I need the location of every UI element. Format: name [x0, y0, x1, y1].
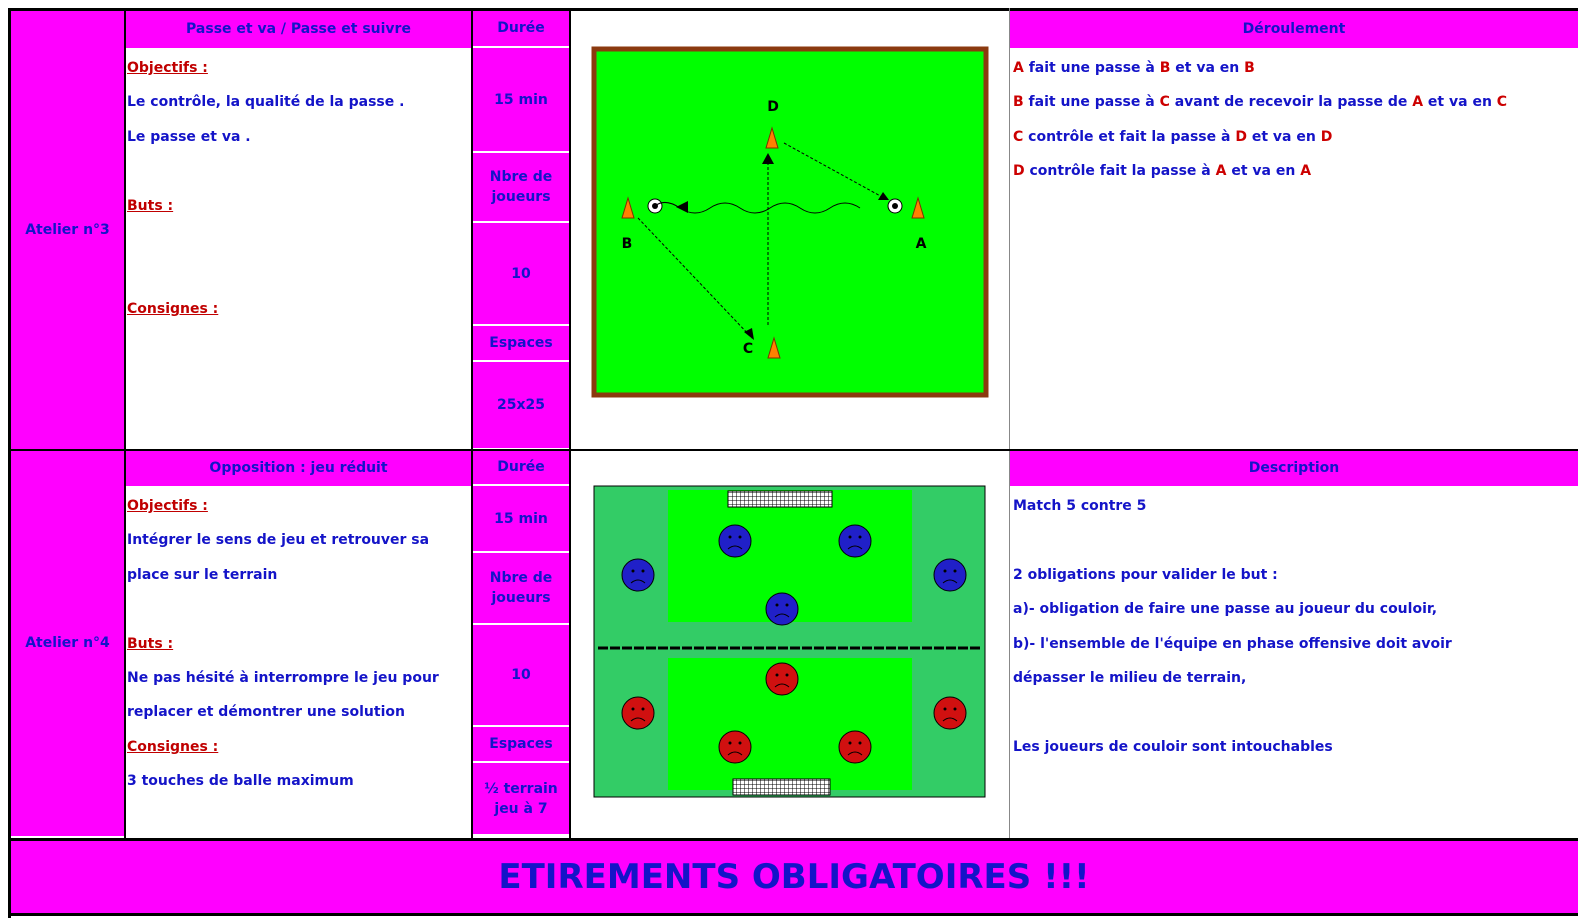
- right-title: Déroulement: [1010, 10, 1578, 48]
- section-line: Le passe et va .: [127, 128, 251, 145]
- text-run: B: [1244, 60, 1255, 76]
- info-cell: Nbre de joueurs: [472, 153, 570, 223]
- player: [765, 592, 799, 626]
- diagram-label: D: [767, 99, 779, 115]
- section-line: Le contrôle, la qualité de la passe .: [127, 94, 405, 111]
- text-run: contrôle et fait la passe à: [1023, 128, 1236, 145]
- player: [621, 558, 655, 592]
- diagram-label: C: [742, 341, 754, 357]
- footer: ETIREMENTS OBLIGATOIRES !!!: [10, 838, 1578, 916]
- section-heading: Buts :: [127, 197, 174, 214]
- section-heading: Objectifs :: [127, 60, 208, 76]
- border: [471, 8, 473, 838]
- workshop-title: Passe et va / Passe et suivre: [125, 10, 472, 48]
- text-run: A: [1215, 163, 1227, 180]
- right-line: A fait une passe à B et va en B: [1013, 51, 1578, 85]
- player: [765, 662, 799, 696]
- info-cell: ½ terrain jeu à 7: [472, 763, 570, 836]
- border: [8, 8, 11, 918]
- text-run: A: [1300, 163, 1312, 180]
- text-run: C: [1496, 94, 1508, 111]
- section-heading: Consignes :: [127, 300, 219, 317]
- field: [591, 46, 989, 398]
- player: [718, 730, 752, 764]
- arrowheads: [676, 153, 889, 340]
- text-run: et va en: [1246, 128, 1321, 145]
- border: [8, 8, 1578, 11]
- cones: [621, 126, 925, 359]
- text-run: B: [1013, 94, 1024, 111]
- player: [838, 524, 872, 558]
- info-cell: 15 min: [472, 48, 570, 153]
- text-run: et va en: [1423, 94, 1497, 111]
- player: [718, 524, 752, 558]
- border: [124, 8, 126, 838]
- arrows: [637, 142, 885, 339]
- right-line: C contrôle et fait la passe à D et va en…: [1013, 120, 1578, 154]
- text-run: D: [1235, 128, 1247, 145]
- diagram-label: B: [621, 236, 633, 252]
- player: [621, 696, 655, 730]
- duration-label: Durée: [472, 450, 570, 486]
- players: [621, 524, 967, 764]
- text-run: fait une passe à: [1023, 60, 1160, 76]
- workshop-name: Atelier n°4: [10, 450, 125, 836]
- text-run: fait une passe à: [1023, 94, 1160, 111]
- text-run: C: [1159, 94, 1170, 111]
- right-line: b)- l'ensemble de l'équipe en phase offe…: [1013, 635, 1452, 652]
- right-line: B fait une passe à C avant de recevoir l…: [1013, 85, 1578, 119]
- section-heading: Consignes :: [127, 738, 219, 755]
- player: [838, 730, 872, 764]
- border: [569, 8, 571, 838]
- text-run: avant de recevoir la passe de: [1169, 94, 1413, 111]
- text-run: A: [1013, 60, 1024, 76]
- right-line: D contrôle fait la passe à A et va en A: [1013, 154, 1578, 188]
- right-title: Description: [1010, 450, 1578, 486]
- right-line: 2 obligations pour valider le but :: [1013, 566, 1278, 583]
- border: [1009, 8, 1010, 838]
- right-line: Match 5 contre 5: [1013, 498, 1147, 514]
- player: [933, 696, 967, 730]
- section-heading: Buts :: [127, 635, 174, 652]
- text-run: et va en: [1226, 163, 1301, 180]
- goal: [727, 490, 833, 508]
- info-cell: Espaces: [472, 727, 570, 763]
- workshop-name: Atelier n°3: [10, 10, 125, 450]
- goal: [732, 778, 831, 796]
- text-run: contrôle fait la passe à: [1024, 163, 1216, 180]
- diagram-label: A: [915, 236, 927, 252]
- section-line: Ne pas hésité à interrompre le jeu pour: [127, 670, 439, 686]
- section-heading: Objectifs :: [127, 498, 208, 514]
- info-cell: 10: [472, 625, 570, 727]
- section-line: place sur le terrain: [127, 566, 278, 583]
- right-line: Les joueurs de couloir sont intouchables: [1013, 738, 1333, 755]
- border: [8, 449, 1578, 451]
- text-run: et va en: [1170, 60, 1245, 76]
- text-run: D: [1013, 163, 1025, 180]
- text-run: C: [1013, 128, 1024, 145]
- right-line: dépasser le milieu de terrain,: [1013, 670, 1247, 686]
- info-cell: 25x25: [472, 362, 570, 450]
- right-line: a)- obligation de faire une passe au jou…: [1013, 601, 1438, 618]
- section-line: 3 touches de balle maximum: [127, 773, 354, 790]
- section-line: replacer et démontrer une solution: [127, 704, 405, 721]
- section-line: Intégrer le sens de jeu et retrouver sa: [127, 532, 430, 549]
- player: [933, 558, 967, 592]
- info-cell: Nbre de joueurs: [472, 553, 570, 625]
- text-run: D: [1320, 128, 1333, 145]
- info-cell: 10: [472, 223, 570, 326]
- text-run: B: [1159, 60, 1171, 76]
- info-cell: 15 min: [472, 486, 570, 553]
- duration-label: Durée: [472, 10, 570, 48]
- info-cell: Espaces: [472, 326, 570, 362]
- text-run: A: [1412, 94, 1424, 111]
- workshop-title: Opposition : jeu réduit: [125, 450, 472, 486]
